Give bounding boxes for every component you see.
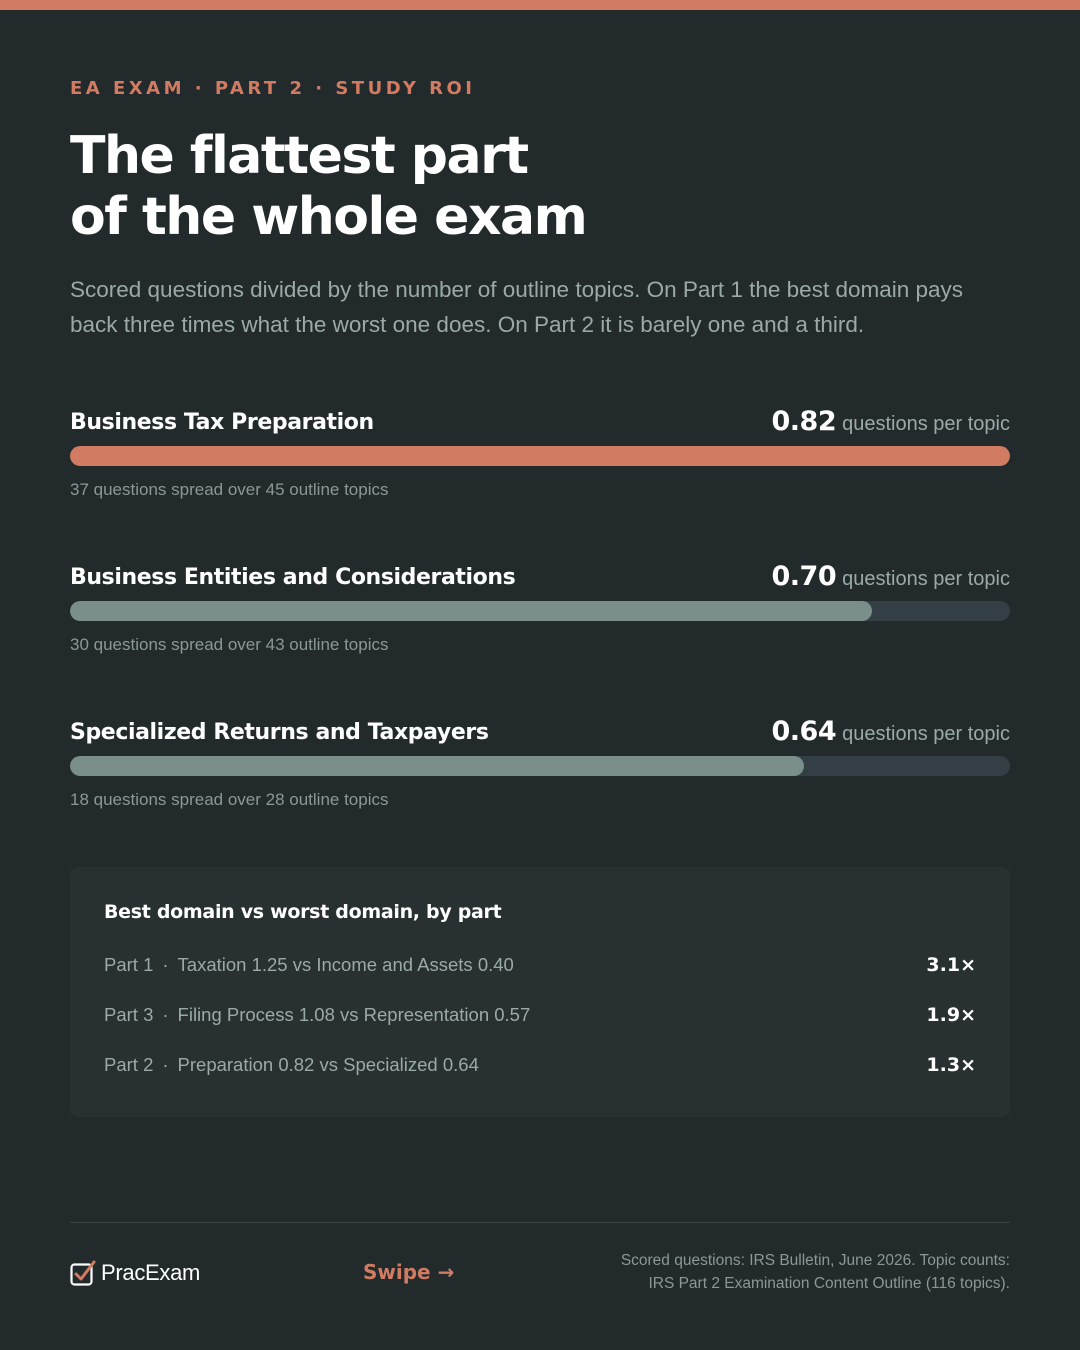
comparison-desc: Taxation 1.25 vs Income and Assets 0.40	[177, 954, 514, 975]
bar-value-label: 0.82	[771, 406, 837, 437]
brand-logo: PracExam	[70, 1259, 200, 1287]
comparison-row: Part 2 · Preparation 0.82 vs Specialized 0…	[104, 1054, 976, 1084]
comparison-desc: Preparation 0.82 vs Specialized 0.64	[177, 1054, 479, 1075]
comparison-ratio: 3.1×	[926, 954, 976, 976]
bar-track	[70, 756, 1010, 776]
bar-value-label: 0.70	[771, 561, 837, 592]
bar-row: Specialized Returns and Taxpayers 0.64 que…	[70, 716, 1010, 830]
source-line-1: Scored questions: IRS Bulletin, June 202…	[620, 1252, 1010, 1269]
eyebrow-label: EA EXAM · PART 2 · STUDY ROI	[70, 78, 476, 99]
bar-label: Business Tax Preparation	[70, 410, 374, 435]
bar-track	[70, 446, 1010, 466]
title-line-1: The flattest part	[70, 126, 529, 186]
bar-note: 18 questions spread over 28 outline topi…	[70, 790, 389, 809]
middle-dot-separator: ·	[162, 1004, 169, 1025]
comparison-part: Part 1	[104, 954, 154, 975]
bar-value-group: 0.64 questions per topic	[771, 716, 1010, 747]
source-line-2: IRS Part 2 Examination Content Outline (…	[648, 1275, 1010, 1292]
footer-divider	[70, 1222, 1010, 1223]
title-line-2: of the whole exam	[70, 187, 588, 247]
comparison-left: Part 2 · Preparation 0.82 vs Specialized 0…	[104, 1054, 479, 1076]
bar-unit-label: questions per topic	[842, 723, 1010, 745]
comparison-part: Part 2	[104, 1054, 154, 1075]
bar-row: Business Entities and Considerations 0.70…	[70, 561, 1010, 675]
comparison-row: Part 1 · Taxation 1.25 vs Income and Asset…	[104, 954, 976, 984]
bar-label: Business Entities and Considerations	[70, 565, 516, 590]
swipe-link[interactable]: Swipe →	[363, 1260, 455, 1284]
bar-row: Business Tax Preparation 0.82 questions pe…	[70, 406, 1010, 520]
page-subtitle: Scored questions divided by the number o…	[70, 277, 964, 337]
comparison-left: Part 1 · Taxation 1.25 vs Income and Asset…	[104, 954, 514, 976]
bar-value-group: 0.82 questions per topic	[771, 406, 1010, 437]
page-title: The flattest part of the whole exam	[70, 126, 970, 248]
comparison-title: Best domain vs worst domain, by part	[104, 901, 502, 923]
bar-note: 30 questions spread over 43 outline topi…	[70, 635, 389, 654]
source-note: Scored questions: IRS Bulletin, June 202…	[550, 1249, 1010, 1295]
bar-value-group: 0.70 questions per topic	[771, 561, 1010, 592]
bar-fill	[70, 601, 872, 621]
bar-note: 37 questions spread over 45 outline topi…	[70, 480, 389, 499]
bar-unit-label: questions per topic	[842, 568, 1010, 590]
bar-track	[70, 601, 1010, 621]
comparison-ratio: 1.9×	[926, 1004, 976, 1026]
bar-fill	[70, 756, 804, 776]
middle-dot-separator: ·	[162, 954, 169, 975]
bar-value-label: 0.64	[771, 716, 837, 747]
checkbox-check-icon	[70, 1260, 96, 1286]
top-accent-bar	[0, 0, 1080, 10]
comparison-part: Part 3	[104, 1004, 154, 1025]
comparison-card: Best domain vs worst domain, by part Par…	[70, 867, 1010, 1117]
comparison-left: Part 3 · Filing Process 1.08 vs Representa…	[104, 1004, 530, 1026]
comparison-desc: Filing Process 1.08 vs Representation 0.…	[177, 1004, 531, 1025]
bar-fill	[70, 446, 1010, 466]
comparison-ratio: 1.3×	[926, 1054, 976, 1076]
brand-name: PracExam	[101, 1260, 201, 1285]
bar-label: Specialized Returns and Taxpayers	[70, 720, 489, 745]
bar-unit-label: questions per topic	[842, 413, 1010, 435]
comparison-row: Part 3 · Filing Process 1.08 vs Representa…	[104, 1004, 976, 1034]
middle-dot-separator: ·	[162, 1054, 169, 1075]
